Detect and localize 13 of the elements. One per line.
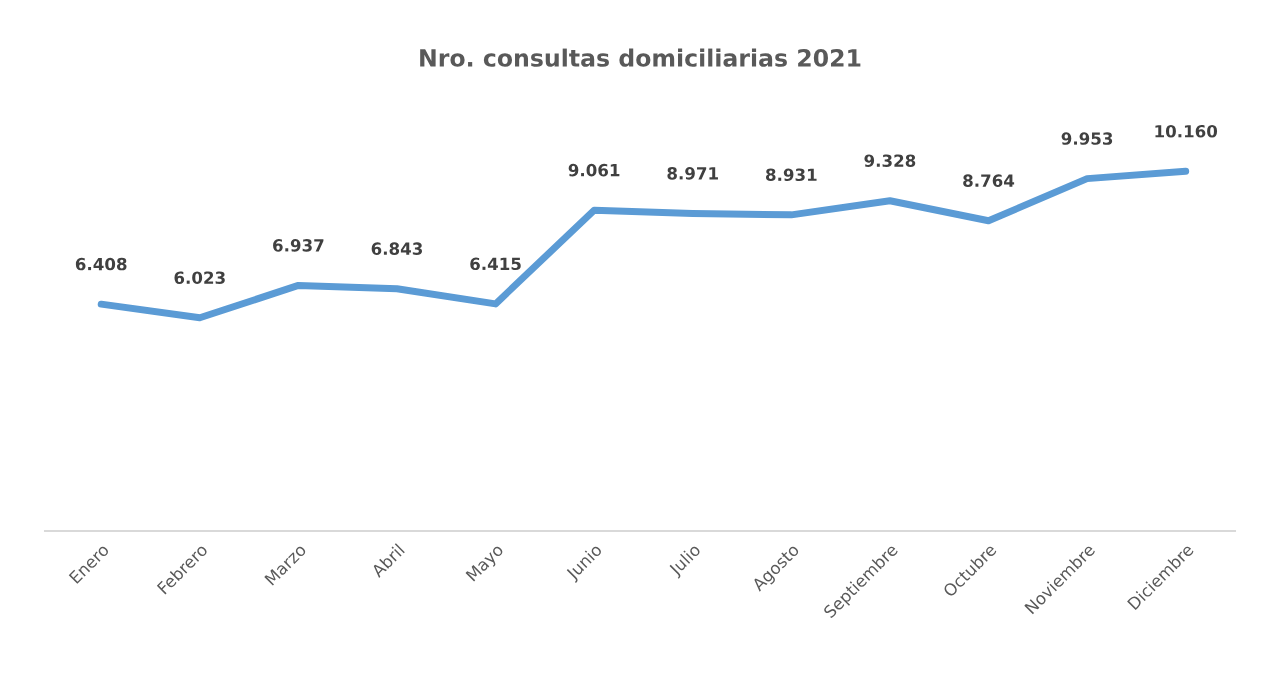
data-label: 8.764 [963, 174, 1015, 187]
data-label: 10.160 [1155, 124, 1218, 138]
data-label: 9.328 [864, 154, 916, 167]
data-label: 9.061 [568, 163, 620, 177]
data-label: 8.931 [766, 168, 817, 182]
data-label: 6.408 [75, 257, 127, 271]
data-label: 6.023 [174, 271, 225, 284]
data-label: 9.953 [1061, 132, 1113, 145]
data-label: 8.971 [667, 167, 718, 180]
data-label: 6.843 [371, 242, 423, 255]
data-label: 6.415 [470, 257, 521, 271]
data-label: 6.937 [273, 239, 324, 252]
chart-title: Nro. consultas domiciliarias 2021 [420, 48, 861, 67]
